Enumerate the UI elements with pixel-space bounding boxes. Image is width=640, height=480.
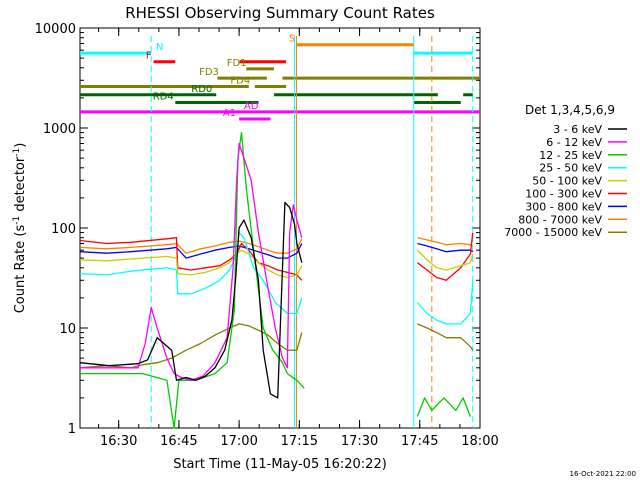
x-axis-label: Start Time (11-May-05 16:20:22): [173, 457, 387, 472]
series-layer: [80, 131, 474, 429]
y-tick-labels-layer: 1 10 100 1000 10000: [35, 22, 76, 437]
series-line: [80, 231, 303, 315]
legend-label: 25 - 50 keV: [539, 162, 602, 175]
series-line: [80, 249, 303, 279]
series-line: [416, 397, 472, 417]
flag-label: RD4: [153, 91, 174, 102]
series-line: [417, 323, 474, 351]
series-line: [416, 249, 474, 271]
plot-frame-layer: [79, 27, 481, 429]
series-line: [80, 237, 303, 281]
series-line: [416, 280, 474, 325]
legend-label: 100 - 300 keV: [525, 188, 602, 201]
flags-layer: N S F FD1 FD3 FD4 RD0 RD4 AD A1: [80, 34, 480, 121]
flag-label: FD1: [227, 58, 247, 69]
flag-label: A1: [223, 108, 236, 119]
y-tick-label: 10: [59, 322, 76, 337]
x-tick-label: 17:15: [281, 434, 318, 449]
flag-label: FD4: [230, 76, 250, 87]
x-tick-label: 17:30: [341, 434, 378, 449]
flag-label: S: [289, 34, 295, 45]
legend-label: 6 - 12 keV: [546, 136, 602, 149]
series-line: [80, 201, 303, 399]
flag-label: FD3: [199, 67, 219, 78]
legend-label: 300 - 800 keV: [525, 200, 602, 213]
flag-label: RD0: [191, 84, 212, 95]
x-tick-label: 17:00: [220, 434, 257, 449]
legend-label: 800 - 7000 keV: [518, 213, 602, 226]
y-tick-label: 1: [68, 422, 76, 437]
series-line: [80, 238, 303, 254]
x-tick-label: 17:45: [401, 434, 438, 449]
legend-label: 50 - 100 keV: [532, 175, 602, 188]
y-axis-label-exponent: -1: [12, 216, 22, 225]
flag-label: AD: [244, 101, 259, 112]
x-tick-label: 16:30: [100, 434, 137, 449]
series-line: [417, 232, 474, 281]
y-axis-label-part: detector: [13, 156, 28, 216]
y-axis-label-part: Count Rate (s: [13, 225, 28, 314]
y-axis-label-exponent: -1: [12, 148, 22, 157]
x-tick-labels-layer: 16:30 16:45 17:00 17:15 17:30 17:45 18:00: [100, 434, 499, 449]
legend-title: Det 1,3,4,5,6,9: [525, 103, 615, 117]
y-axis-label: Count Rate (s-1 detector-1): [12, 143, 28, 314]
x-tick-label: 16:45: [160, 434, 197, 449]
vertical-markers-layer: [150, 36, 474, 428]
series-line: [80, 131, 305, 429]
y-tick-label: 1000: [43, 122, 76, 137]
y-tick-label: 100: [51, 222, 76, 237]
flag-label: N: [156, 42, 163, 53]
x-tick-label: 18:00: [461, 434, 498, 449]
y-axis-label-part: ): [13, 143, 28, 148]
footer-date: 16-Oct-2021 22:00: [570, 470, 636, 478]
series-line: [80, 142, 303, 381]
legend-label: 3 - 6 keV: [553, 123, 602, 136]
legend-label: 12 - 25 keV: [539, 149, 602, 162]
series-line: [417, 237, 474, 247]
chart-title: RHESSI Observing Summary Count Rates: [125, 4, 435, 22]
legend-label: 7000 - 15000 keV: [504, 226, 602, 239]
flag-label: F: [146, 51, 152, 62]
series-line: [80, 243, 303, 259]
y-tick-label: 10000: [35, 22, 76, 37]
